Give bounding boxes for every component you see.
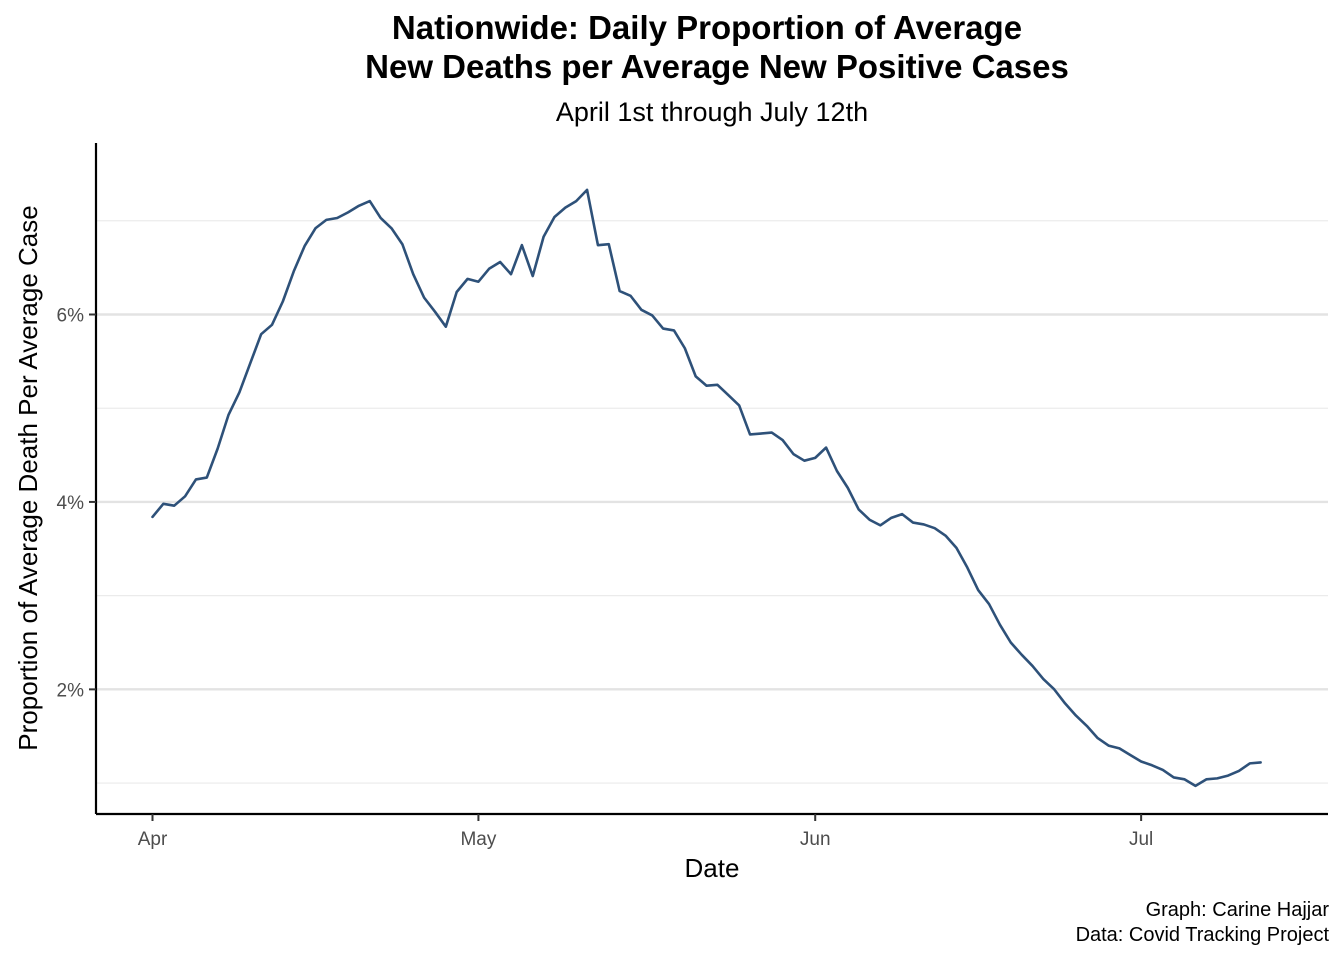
chart-subtitle: April 1st through July 12th: [556, 97, 868, 127]
caption-data-source: Data: Covid Tracking Project: [1076, 924, 1330, 946]
y-tick-label: 4%: [57, 493, 85, 514]
y-tick-label: 2%: [57, 680, 85, 701]
chart-title-line-1: Nationwide: Daily Proportion of Average: [392, 9, 1022, 46]
x-tick-label: Apr: [138, 829, 168, 850]
axis-ticks: 2% 4% 6% Apr May Jun Jul: [57, 305, 1154, 850]
caption-graph-credit: Graph: Carine Hajjar: [1146, 899, 1330, 921]
y-tick-label: 6%: [57, 305, 85, 326]
grid-lines: [96, 220, 1328, 784]
chart-title-line-2: New Deaths per Average New Positive Case…: [365, 48, 1069, 85]
series-line: [151, 188, 1262, 788]
x-tick-label: Jul: [1129, 829, 1153, 850]
x-axis-title: Date: [685, 853, 740, 883]
x-tick-label: Jun: [800, 829, 831, 850]
y-axis-title: Proportion of Average Death Per Average …: [13, 205, 43, 750]
x-tick-label: May: [460, 829, 496, 850]
